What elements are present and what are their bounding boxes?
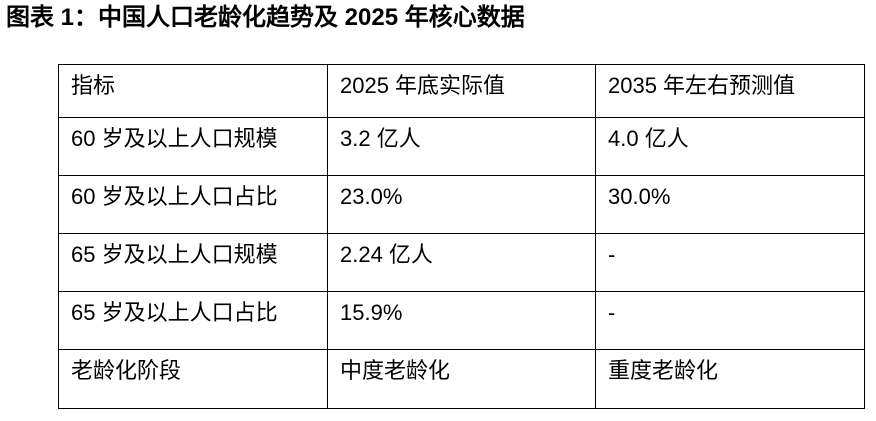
table-cell: 65 岁及以上人口占比 (58, 291, 328, 350)
table-row: 65 岁及以上人口规模 2.24 亿人 - (58, 233, 865, 292)
table-cell: 老龄化阶段 (58, 349, 328, 409)
page-title: 图表 1：中国人口老龄化趋势及 2025 年核心数据 (6, 4, 525, 31)
table-cell: 60 岁及以上人口规模 (58, 117, 328, 176)
table-cell: 中度老龄化 (327, 349, 596, 409)
aging-data-table: 指标 2025 年底实际值 2035 年左右预测值 60 岁及以上人口规模 3.… (58, 64, 865, 409)
table-row: 65 岁及以上人口占比 15.9% - (58, 291, 865, 350)
table-cell: - (595, 291, 865, 350)
table-row: 60 岁及以上人口占比 23.0% 30.0% (58, 175, 865, 234)
table-cell: - (595, 233, 865, 292)
table-cell: 3.2 亿人 (327, 117, 596, 176)
table-row: 60 岁及以上人口规模 3.2 亿人 4.0 亿人 (58, 117, 865, 176)
header-cell-2035-forecast: 2035 年左右预测值 (595, 64, 865, 118)
table-cell: 4.0 亿人 (595, 117, 865, 176)
table-header-row: 指标 2025 年底实际值 2035 年左右预测值 (58, 64, 865, 118)
table-cell: 15.9% (327, 291, 596, 350)
table-cell: 60 岁及以上人口占比 (58, 175, 328, 234)
table-cell: 2.24 亿人 (327, 233, 596, 292)
header-cell-2025-actual: 2025 年底实际值 (327, 64, 596, 118)
table-cell: 重度老龄化 (595, 349, 865, 409)
table-cell: 23.0% (327, 175, 596, 234)
table-row: 老龄化阶段 中度老龄化 重度老龄化 (58, 349, 865, 409)
table-cell: 65 岁及以上人口规模 (58, 233, 328, 292)
header-cell-indicator: 指标 (58, 64, 328, 118)
table-cell: 30.0% (595, 175, 865, 234)
